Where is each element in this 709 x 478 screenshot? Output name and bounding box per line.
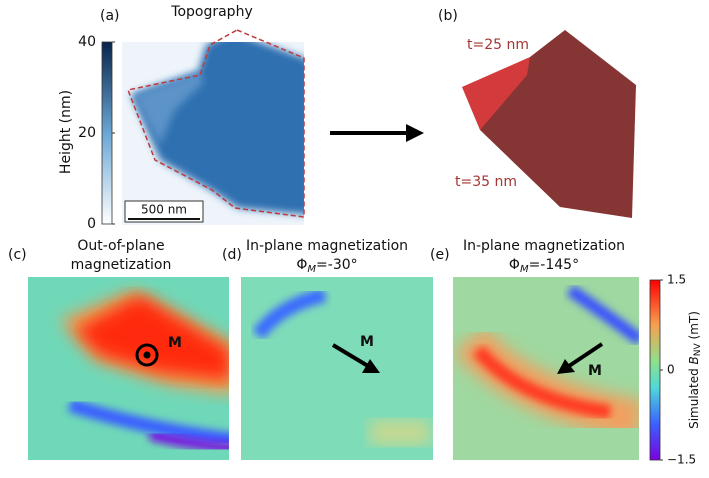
colorbar xyxy=(101,41,113,225)
scalebar-label: 500 nm xyxy=(141,203,187,217)
moment-dot xyxy=(143,351,151,359)
angle-symbol: Φ xyxy=(296,257,307,273)
angle-value: =-30° xyxy=(316,257,358,273)
angle-value: =-145° xyxy=(529,257,580,273)
angle-sub: M xyxy=(307,264,316,275)
model-thin xyxy=(462,57,530,130)
angle-symbol: Φ xyxy=(509,257,520,273)
panel-label: (c) xyxy=(8,247,27,263)
panel-subtitle: ΦM=-145° xyxy=(509,257,579,275)
angle-sub: M xyxy=(520,264,529,275)
label-sub: NV xyxy=(693,342,703,356)
marker-label: M xyxy=(360,334,374,350)
panel-title: Out-of-plane xyxy=(77,238,164,254)
map-image xyxy=(453,277,639,460)
moment-arrow-head xyxy=(362,359,380,373)
colorbar-label: Simulated BNV (mT) xyxy=(687,311,704,429)
annotation: t=25 nm xyxy=(467,37,529,53)
map-image xyxy=(241,277,433,460)
panel-title: Topography xyxy=(170,4,252,20)
panel-subtitle: ΦM=-30° xyxy=(296,257,357,275)
label-prefix: Simulated xyxy=(687,368,701,429)
moment-out xyxy=(135,343,159,367)
signal xyxy=(472,345,611,419)
tick-label: 20 xyxy=(78,125,96,141)
moment-arrow-head xyxy=(557,359,575,374)
map-image xyxy=(28,277,229,460)
label-unit: (mT) xyxy=(687,311,701,339)
arrow-head xyxy=(406,124,424,142)
signal xyxy=(67,398,229,447)
tick-label: −1.5 xyxy=(667,453,696,467)
signal xyxy=(252,288,327,340)
panel-label: (e) xyxy=(430,247,450,263)
moment-arrow xyxy=(567,342,604,368)
panel-title: In-plane magnetization xyxy=(463,238,625,254)
colorbar-ticks: −1.5 0 1.5 xyxy=(660,273,696,467)
marker-label: M xyxy=(168,335,182,351)
annotation: t=35 nm xyxy=(455,174,517,190)
topography-image xyxy=(122,42,304,225)
signal xyxy=(148,430,229,453)
colorbar-label: Height (nm) xyxy=(58,90,74,174)
scalebar-box xyxy=(124,200,204,223)
tick-label: 40 xyxy=(78,34,96,50)
panel-title: In-plane magnetization xyxy=(246,238,408,254)
colorbar-ticks: 0 20 40 xyxy=(78,34,115,232)
moment-arrow xyxy=(331,343,370,368)
flake-thin xyxy=(132,72,204,145)
panel-title: magnetization xyxy=(71,257,172,273)
signal xyxy=(75,295,229,380)
marker-label: M xyxy=(588,363,602,379)
signal xyxy=(566,285,639,345)
tick-label: 0 xyxy=(87,216,96,232)
panel-label: (b) xyxy=(438,8,458,24)
panel-label: (d) xyxy=(222,247,242,263)
panel-label: (a) xyxy=(100,8,120,24)
label-symbol: B xyxy=(687,356,701,364)
outline xyxy=(126,29,305,218)
tick-label: 0 xyxy=(667,363,675,377)
signal xyxy=(370,420,430,445)
tick-label: 1.5 xyxy=(667,273,686,287)
colorbar xyxy=(649,279,661,461)
